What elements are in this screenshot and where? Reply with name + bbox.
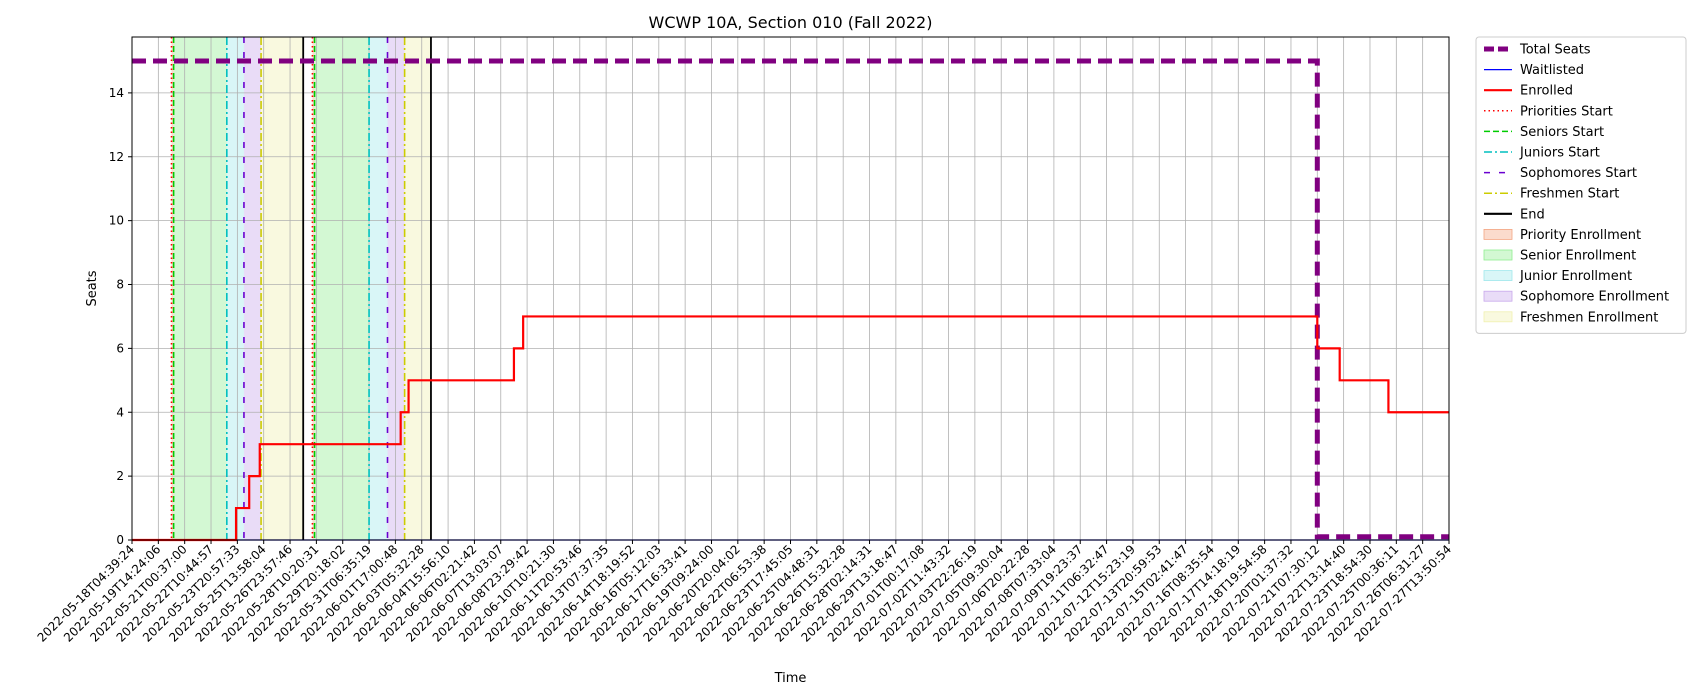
legend-label: Seniors Start (1520, 125, 1604, 140)
legend-item-priority-enrollment: Priority Enrollment (1483, 228, 1641, 243)
legend-item-sophomore-enrollment: Sophomore Enrollment (1483, 290, 1669, 305)
y-tick-label: 10 (109, 214, 124, 228)
y-tick-label: 12 (109, 150, 124, 164)
y-tick-label: 0 (116, 533, 124, 547)
legend-item-total-seats: Total Seats (1484, 43, 1591, 58)
chart-title: WCWP 10A, Section 010 (Fall 2022) (649, 13, 933, 32)
legend-label: Enrolled (1520, 84, 1573, 99)
span-freshmen-enrollment-0 (261, 37, 304, 540)
grid (131, 37, 1450, 541)
x-axis-label: Time (774, 671, 807, 686)
span-senior-enrollment-1 (314, 37, 370, 540)
legend-item-freshmen-start: Freshmen Start (1484, 187, 1619, 202)
legend-swatch (1483, 290, 1513, 302)
span-junior-enrollment-1 (369, 37, 388, 540)
legend-item-seniors-start: Seniors Start (1484, 125, 1604, 140)
y-tick-label: 8 (116, 278, 124, 292)
legend-label: Freshmen Start (1520, 187, 1619, 202)
legend-label: Priority Enrollment (1520, 228, 1641, 243)
legend-item-sophomores-start: Sophomores Start (1484, 166, 1637, 181)
series-enrolled (132, 315, 1449, 542)
legend-label: Sophomores Start (1520, 166, 1637, 181)
legend-label: Priorities Start (1520, 104, 1613, 119)
legend-item-end: End (1484, 207, 1545, 222)
legend-label: Total Seats (1519, 43, 1591, 58)
y-tick-label: 14 (109, 86, 124, 100)
span-sophomore-enrollment-1 (387, 37, 405, 540)
legend-item-junior-enrollment: Junior Enrollment (1483, 269, 1632, 284)
span-sophomore-enrollment-0 (243, 37, 262, 540)
span-junior-enrollment-0 (226, 37, 244, 540)
x-axis-ticks: 2022-05-18T04:39:242022-05-19T14:24:0620… (35, 540, 1454, 645)
span-senior-enrollment-0 (173, 37, 227, 540)
legend-item-senior-enrollment: Senior Enrollment (1483, 249, 1636, 264)
legend-item-juniors-start: Juniors Start (1484, 146, 1600, 161)
y-tick-label: 4 (116, 405, 124, 419)
y-tick-label: 2 (116, 469, 124, 483)
legend-box (1475, 36, 1687, 334)
legend-swatch (1483, 228, 1513, 240)
legend-item-freshmen-enrollment: Freshmen Enrollment (1483, 310, 1658, 325)
enrollment-spans (171, 37, 431, 540)
span-priority-enrollment-1 (312, 37, 315, 540)
series-total-seats (132, 58, 1449, 540)
y-axis-ticks: 0 2 4 6 8 10 12 14 (109, 86, 132, 547)
legend-swatch (1483, 311, 1513, 323)
legend-label: Juniors Start (1519, 146, 1600, 161)
legend-swatch (1483, 249, 1513, 261)
y-axis-label: Seats (85, 270, 100, 306)
legend-label: Sophomore Enrollment (1520, 290, 1669, 305)
legend-label: Junior Enrollment (1519, 269, 1632, 284)
legend-label: Senior Enrollment (1520, 249, 1636, 264)
legend-item-enrolled: Enrolled (1484, 84, 1573, 99)
phase-start-lines (170, 37, 432, 540)
span-freshmen-enrollment-1 (404, 37, 431, 540)
legend-label: Waitlisted (1520, 63, 1584, 78)
legend-item-waitlisted: Waitlisted (1484, 63, 1584, 78)
legend-label: Freshmen Enrollment (1520, 310, 1658, 325)
legend-swatch (1483, 270, 1513, 282)
legend: Total Seats Waitlisted Enrolled Priorities … (1475, 36, 1687, 334)
legend-label: End (1520, 207, 1545, 222)
y-tick-label: 6 (116, 341, 124, 355)
span-priority-enrollment-0 (171, 37, 174, 540)
legend-item-priorities-start: Priorities Start (1484, 104, 1613, 119)
